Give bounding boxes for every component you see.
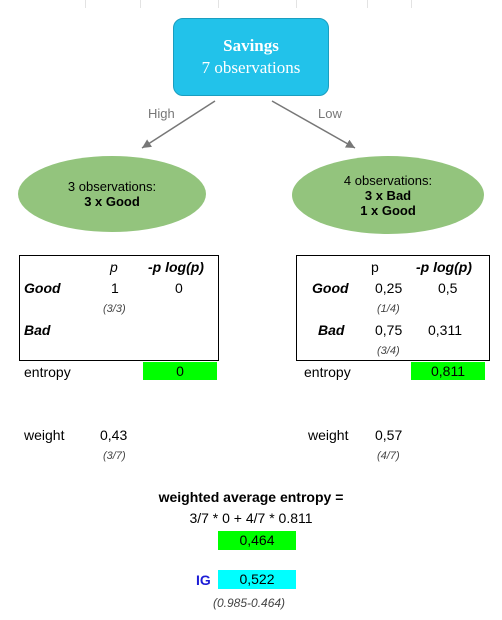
edge-high-line	[141, 100, 216, 149]
edge-label-high: High	[148, 106, 175, 121]
right-leaf-line3: 1 x Good	[360, 202, 416, 218]
left-good-label: Good	[24, 280, 61, 296]
right-weight-label: weight	[308, 427, 349, 443]
left-good-plogp: 0	[175, 280, 183, 296]
left-weight-frac: (3/7)	[103, 450, 126, 462]
edge-low-line	[271, 100, 356, 149]
left-leaf-node: 3 observations: 3 x Good	[18, 156, 206, 232]
right-entropy-value: 0,811	[411, 362, 485, 380]
right-good-label: Good	[312, 280, 349, 296]
right-weight-value: 0,57	[375, 427, 403, 443]
left-leaf-line2: 3 x Good	[84, 194, 140, 209]
left-weight-value: 0,43	[100, 427, 128, 443]
left-entropy-table	[19, 255, 219, 361]
left-col-p: p	[110, 259, 118, 275]
right-bad-p: 0,75	[375, 322, 403, 338]
left-entropy-value: 0	[143, 362, 217, 380]
ig-label: IG	[196, 572, 211, 588]
right-bad-label: Bad	[318, 322, 345, 338]
right-good-p: 0,25	[375, 280, 403, 296]
weighted-entropy-result: 0,464	[218, 531, 296, 550]
right-weight-frac: (4/7)	[377, 450, 400, 462]
left-entropy-label: entropy	[24, 364, 71, 380]
right-good-plogp: 0,5	[438, 280, 458, 296]
root-node: Savings 7 observations	[173, 18, 329, 96]
right-leaf-node: 4 observations: 3 x Bad 1 x Good	[292, 156, 484, 234]
edge-label-low: Low	[318, 106, 342, 121]
right-leaf-line1: 4 observations:	[343, 172, 433, 188]
left-bad-label: Bad	[24, 322, 51, 338]
ig-value: 0,522	[218, 570, 296, 589]
left-weight-label: weight	[24, 427, 65, 443]
ig-note: (0.985-0.464)	[213, 596, 286, 610]
weighted-entropy-title: weighted average entropy =	[158, 489, 344, 505]
left-col-plogp: -p log(p)	[148, 259, 204, 275]
right-col-p: p	[371, 259, 379, 275]
weighted-entropy-formula: 3/7 * 0 + 4/7 * 0.811	[189, 510, 313, 526]
left-good-p: 1	[111, 280, 119, 296]
left-good-frac: (3/3)	[103, 303, 126, 315]
right-leaf-line2: 3 x Bad	[364, 187, 412, 203]
right-bad-frac: (3/4)	[377, 345, 400, 357]
root-subtitle: 7 observations	[201, 58, 301, 77]
left-leaf-line1: 3 observations:	[67, 179, 157, 194]
right-col-plogp: -p log(p)	[416, 259, 472, 275]
right-good-frac: (1/4)	[377, 303, 400, 315]
root-title: Savings	[223, 36, 279, 55]
right-entropy-label: entropy	[304, 364, 351, 380]
right-entropy-table	[296, 255, 490, 361]
right-bad-plogp: 0,311	[428, 322, 462, 338]
